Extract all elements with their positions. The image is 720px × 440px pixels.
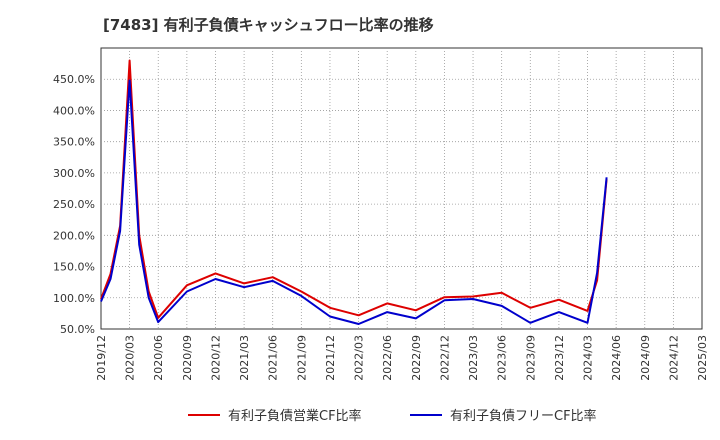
legend-label-1: 有利子負債営業CF比率 bbox=[228, 408, 362, 424]
chart-title: [7483] 有利子負債キャッシュフロー比率の推移 bbox=[103, 16, 434, 34]
x-axis: 2019/12 2020/03 2020/06 2020/09 2020/12 2021/… bbox=[95, 335, 709, 381]
x-tick-label: 2020/06 bbox=[152, 335, 165, 381]
y-tick-label: 250.0% bbox=[53, 198, 95, 211]
legend: 有利子負債営業CF比率 有利子負債フリーCF比率 bbox=[188, 408, 597, 424]
x-tick-label: 2022/09 bbox=[410, 335, 423, 381]
x-tick-label: 2019/12 bbox=[95, 335, 108, 381]
y-tick-label: 200.0% bbox=[53, 229, 95, 242]
x-tick-label: 2021/12 bbox=[324, 335, 337, 381]
x-tick-label: 2024/06 bbox=[610, 335, 623, 381]
legend-label-2: 有利子負債フリーCF比率 bbox=[450, 408, 597, 424]
x-tick-label: 2024/03 bbox=[582, 335, 595, 381]
x-tick-label: 2023/12 bbox=[553, 335, 566, 381]
y-tick-label: 400.0% bbox=[53, 104, 95, 117]
x-tick-label: 2020/12 bbox=[209, 335, 222, 381]
x-tick-label: 2021/09 bbox=[295, 335, 308, 381]
x-tick-label: 2025/03 bbox=[696, 335, 709, 381]
grid-lines bbox=[101, 48, 702, 329]
y-tick-label: 450.0% bbox=[53, 73, 95, 86]
x-tick-label: 2024/12 bbox=[667, 335, 680, 381]
y-tick-label: 300.0% bbox=[53, 167, 95, 180]
x-tick-label: 2020/09 bbox=[181, 335, 194, 381]
x-tick-label: 2022/12 bbox=[438, 335, 451, 381]
x-tick-label: 2022/03 bbox=[353, 335, 366, 381]
x-tick-label: 2022/06 bbox=[381, 335, 394, 381]
x-tick-label: 2021/06 bbox=[267, 335, 280, 381]
x-tick-label: 2023/03 bbox=[467, 335, 480, 381]
x-tick-label: 2021/03 bbox=[238, 335, 251, 381]
x-tick-label: 2024/09 bbox=[639, 335, 652, 381]
x-tick-label: 2023/09 bbox=[524, 335, 537, 381]
series-group bbox=[100, 59, 608, 325]
x-tick-label: 2023/06 bbox=[496, 335, 509, 381]
y-axis: 50.0% 100.0% 150.0% 200.0% 250.0% 300.0% 350.0… bbox=[53, 73, 95, 336]
series-line-2 bbox=[100, 79, 608, 325]
y-tick-label: 50.0% bbox=[60, 323, 95, 336]
y-tick-label: 100.0% bbox=[53, 292, 95, 305]
plot-background bbox=[100, 47, 703, 330]
y-tick-label: 150.0% bbox=[53, 261, 95, 274]
y-tick-label: 350.0% bbox=[53, 136, 95, 149]
x-tick-label: 2020/03 bbox=[124, 335, 137, 381]
